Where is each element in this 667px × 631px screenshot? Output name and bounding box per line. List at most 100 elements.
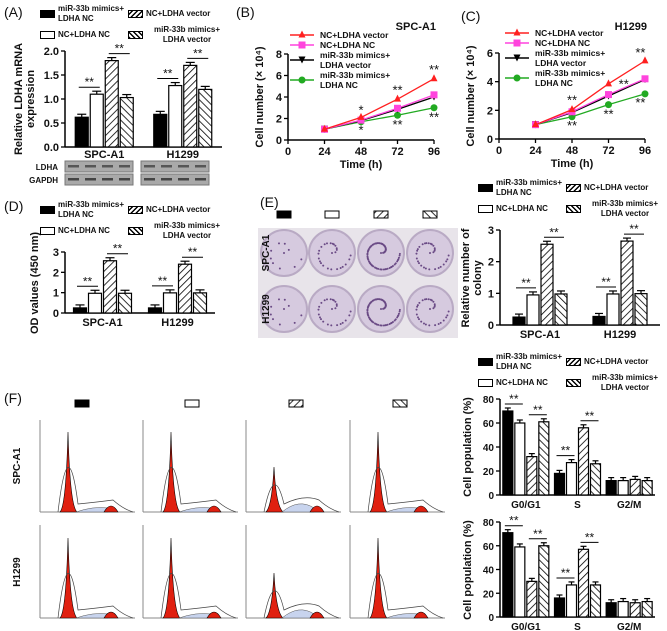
- colony: [437, 323, 440, 326]
- legend-item: NC+LDHA NC: [40, 25, 128, 44]
- blot-band: [85, 165, 96, 168]
- colony: [417, 262, 420, 265]
- colony: [348, 314, 351, 317]
- fit-curve: [57, 467, 134, 513]
- significance-label: **: [83, 274, 93, 288]
- bar: [605, 480, 617, 496]
- bar: [162, 292, 178, 314]
- colony: [420, 320, 423, 323]
- legend-label: LDHA vector: [535, 58, 587, 68]
- bar: [606, 293, 620, 326]
- colony: [446, 258, 449, 261]
- series-line: [535, 93, 646, 126]
- blot-label-gapdh: GAPDH: [29, 176, 58, 185]
- fit-curve: [160, 573, 237, 619]
- bar: [177, 263, 193, 314]
- y-tick-label: 4: [487, 77, 494, 89]
- bar: [502, 532, 514, 618]
- significance-label: **: [188, 245, 198, 259]
- y-tick-label: 0: [276, 135, 282, 147]
- x-axis-label: Time (h): [340, 159, 383, 171]
- g2-peak: [309, 611, 325, 619]
- colony: [283, 308, 285, 310]
- data-point: [430, 74, 438, 82]
- colony: [326, 267, 329, 270]
- bar: [183, 64, 198, 148]
- panel-label-b: (B): [236, 4, 255, 20]
- legend-label: miR-33b mimics+ LDHA vector: [591, 373, 659, 392]
- legend-label: NC+LDHA vector: [584, 356, 649, 366]
- legend-label: NC+LDHA NC: [496, 203, 548, 213]
- colony: [318, 249, 321, 252]
- bar: [641, 600, 653, 618]
- colony: [445, 316, 448, 319]
- colony: [269, 313, 272, 316]
- s-phase: [178, 613, 212, 619]
- bar: [526, 580, 538, 618]
- panel-label-d: (D): [4, 198, 24, 214]
- bar: [526, 456, 538, 496]
- y-tick-label: 60: [483, 542, 495, 553]
- bar: [72, 307, 88, 314]
- colony: [330, 324, 333, 327]
- colony: [283, 298, 286, 301]
- y-axis-label: OD values (450 nm): [29, 231, 41, 334]
- colony: [394, 262, 397, 265]
- colony: [398, 254, 401, 257]
- colony: [372, 265, 375, 268]
- legend-swatch: [40, 9, 55, 18]
- legend-label: NC+LDHA NC: [58, 29, 110, 39]
- x-axis-label: Time (h): [551, 158, 594, 170]
- colony: [428, 268, 431, 271]
- colony: [396, 259, 399, 262]
- data-point: [641, 75, 649, 83]
- legend-label: miR-33b mimics+ LDHA NC: [496, 178, 563, 197]
- colony: [416, 260, 419, 263]
- significance-label: **: [533, 403, 543, 417]
- blot-band: [144, 178, 155, 181]
- legend: miR-33b mimics+ LDHA NC NC+LDHA vector NC+…: [478, 178, 666, 218]
- colony: [369, 301, 372, 304]
- significance-label: *: [358, 102, 363, 117]
- group-icon: [288, 399, 304, 408]
- blot-band: [195, 165, 206, 168]
- colony: [339, 267, 342, 270]
- series-line: [535, 78, 646, 126]
- colony: [439, 321, 442, 324]
- colony: [287, 304, 290, 307]
- colony: [336, 268, 339, 271]
- significance-label: **: [509, 392, 519, 406]
- bar: [540, 243, 554, 326]
- colony: [368, 317, 371, 320]
- y-tick-label: 0.5: [44, 118, 59, 130]
- colony: [367, 258, 370, 261]
- colony: [380, 308, 382, 310]
- category-label: SPC-A1: [84, 149, 124, 161]
- category-label: H1299: [167, 149, 199, 161]
- colony: [446, 314, 449, 317]
- colony: [384, 324, 387, 327]
- y-tick-label: 6: [276, 71, 282, 83]
- blot-strip: [140, 160, 210, 173]
- colony: [367, 249, 370, 252]
- colony: [382, 251, 385, 254]
- significance-label: **: [113, 242, 123, 256]
- colony: [277, 298, 280, 301]
- fit-curve: [367, 573, 444, 619]
- colony: [429, 252, 431, 254]
- colony: [416, 248, 419, 251]
- colony: [384, 246, 387, 249]
- s-phase: [281, 609, 315, 619]
- colony: [318, 316, 321, 319]
- colony: [434, 268, 437, 271]
- colony: [397, 312, 400, 315]
- colony: [341, 265, 344, 268]
- colony: [390, 322, 393, 325]
- colony: [368, 261, 371, 264]
- colony: [329, 298, 332, 301]
- data-point: [605, 91, 612, 99]
- blot-strip: [140, 173, 210, 186]
- y-tick-label: 1: [488, 288, 494, 300]
- colony: [330, 268, 333, 271]
